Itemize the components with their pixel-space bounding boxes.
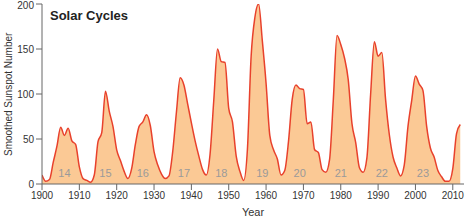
svg-text:1960: 1960	[255, 190, 278, 201]
svg-text:1930: 1930	[143, 190, 166, 201]
svg-text:1980: 1980	[330, 190, 353, 201]
svg-text:20: 20	[294, 167, 306, 179]
svg-text:1920: 1920	[106, 190, 129, 201]
svg-text:15: 15	[99, 167, 111, 179]
svg-text:150: 150	[17, 44, 34, 55]
svg-text:200: 200	[17, 0, 34, 11]
svg-text:1910: 1910	[68, 190, 91, 201]
svg-text:Smoothed Sunspot Number: Smoothed Sunspot Number	[8, 32, 14, 156]
svg-text:16: 16	[137, 167, 149, 179]
svg-text:1940: 1940	[180, 190, 203, 201]
svg-text:50: 50	[23, 134, 35, 145]
svg-text:1970: 1970	[292, 190, 315, 201]
svg-text:Year: Year	[242, 206, 265, 218]
svg-text:1990: 1990	[367, 190, 390, 201]
html-text:Solar Cycles: Solar Cycles	[50, 8, 128, 23]
svg-text:17: 17	[178, 167, 190, 179]
svg-text:1900: 1900	[31, 190, 54, 201]
svg-text:2000: 2000	[404, 190, 427, 201]
svg-text:2010: 2010	[442, 190, 465, 201]
svg-text:0: 0	[28, 179, 34, 190]
svg-text:22: 22	[376, 167, 388, 179]
svg-text:23: 23	[417, 167, 429, 179]
svg-text:19: 19	[256, 167, 268, 179]
svg-text:14: 14	[58, 167, 70, 179]
svg-text:18: 18	[215, 167, 227, 179]
svg-text:100: 100	[17, 89, 34, 100]
svg-text:21: 21	[335, 167, 347, 179]
svg-text:1950: 1950	[218, 190, 241, 201]
